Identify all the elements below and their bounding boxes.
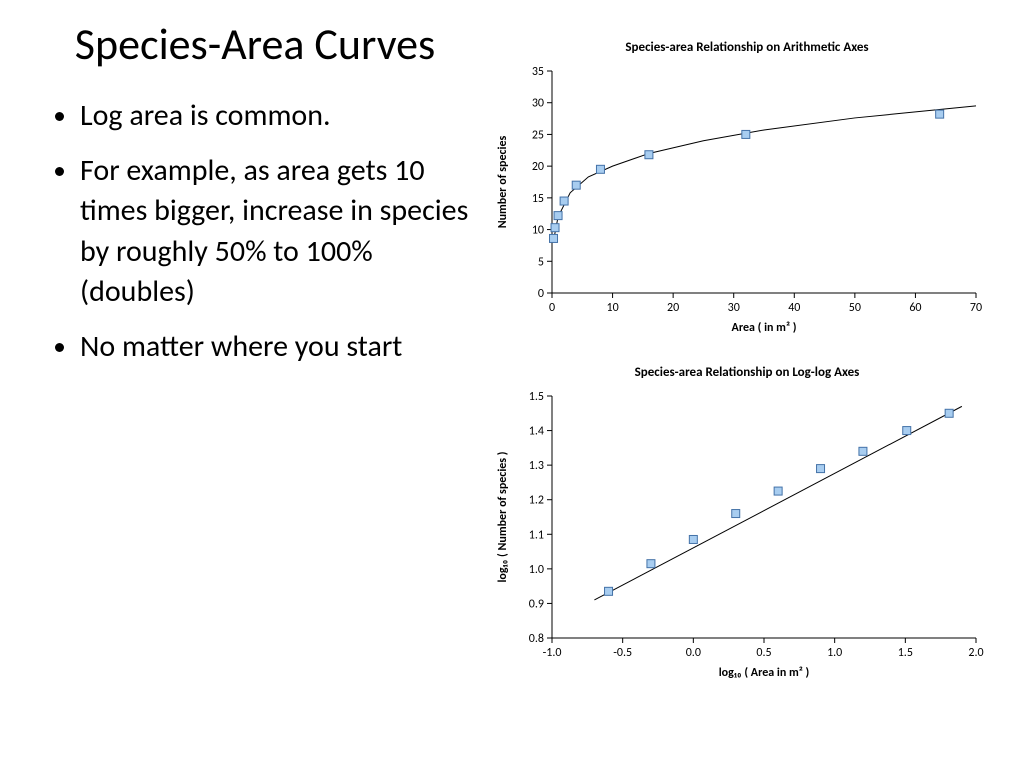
charts-column: Species-area Relationship on Arithmetic … [480, 0, 1024, 768]
svg-text:1.4: 1.4 [529, 425, 544, 439]
svg-text:log₁₀ ( Number of species ): log₁₀ ( Number of species ) [496, 451, 510, 582]
chart1-title: Species-area Relationship on Arithmetic … [490, 40, 1004, 55]
bullet-item: Log area is common. [80, 96, 470, 137]
svg-text:25: 25 [532, 128, 544, 142]
svg-text:30: 30 [532, 97, 544, 111]
svg-text:20: 20 [667, 301, 679, 315]
svg-text:10: 10 [606, 301, 618, 315]
svg-text:10: 10 [532, 224, 544, 238]
svg-text:log₁₀ ( Area in m² ): log₁₀ ( Area in m² ) [719, 666, 810, 680]
svg-text:35: 35 [532, 65, 544, 79]
chart1-svg: 0 10 20 30 40 50 60 70 0 5 10 15 20 25 30 35 Area ( in m… [490, 61, 990, 341]
svg-text:-0.5: -0.5 [613, 646, 632, 660]
svg-text:20: 20 [532, 160, 544, 174]
svg-text:1.0: 1.0 [529, 563, 544, 577]
svg-text:0: 0 [549, 301, 555, 315]
svg-text:1.5: 1.5 [898, 646, 913, 660]
svg-text:60: 60 [909, 301, 921, 315]
svg-text:1.2: 1.2 [529, 494, 544, 508]
svg-text:1.0: 1.0 [827, 646, 842, 660]
arithmetic-chart: Species-area Relationship on Arithmetic … [490, 40, 1004, 341]
svg-text:70: 70 [970, 301, 982, 315]
svg-text:0.0: 0.0 [686, 646, 701, 660]
svg-text:0.9: 0.9 [529, 597, 544, 611]
loglog-chart: Species-area Relationship on Log-log Axe… [490, 365, 1004, 686]
svg-text:1.1: 1.1 [529, 528, 544, 542]
svg-text:15: 15 [532, 192, 544, 206]
bullet-list: Log area is common. For example, as area… [40, 96, 470, 367]
slide-title: Species-Area Curves [40, 20, 470, 68]
text-column: Species-Area Curves Log area is common. … [0, 0, 480, 768]
svg-text:50: 50 [849, 301, 861, 315]
svg-text:0.8: 0.8 [529, 632, 544, 646]
chart2-svg: -1.0 -0.5 0.0 0.5 1.0 1.5 2.0 0.8 0.9 1.0 1.1 1.2 1.… [490, 386, 990, 686]
bullet-item: For example, as area gets 10 times bigge… [80, 151, 470, 313]
svg-text:0: 0 [538, 287, 544, 301]
svg-text:Number of species: Number of species [496, 135, 510, 228]
svg-text:0.5: 0.5 [756, 646, 771, 660]
svg-text:Area ( in m² ): Area ( in m² ) [732, 321, 797, 335]
bullet-item: No matter where you start [80, 327, 470, 368]
svg-text:40: 40 [788, 301, 800, 315]
svg-text:2.0: 2.0 [968, 646, 983, 660]
svg-text:1.3: 1.3 [529, 459, 544, 473]
svg-text:30: 30 [728, 301, 740, 315]
svg-text:5: 5 [538, 255, 544, 269]
svg-text:-1.0: -1.0 [543, 646, 562, 660]
chart2-title: Species-area Relationship on Log-log Axe… [490, 365, 1004, 380]
svg-text:1.5: 1.5 [529, 390, 544, 404]
